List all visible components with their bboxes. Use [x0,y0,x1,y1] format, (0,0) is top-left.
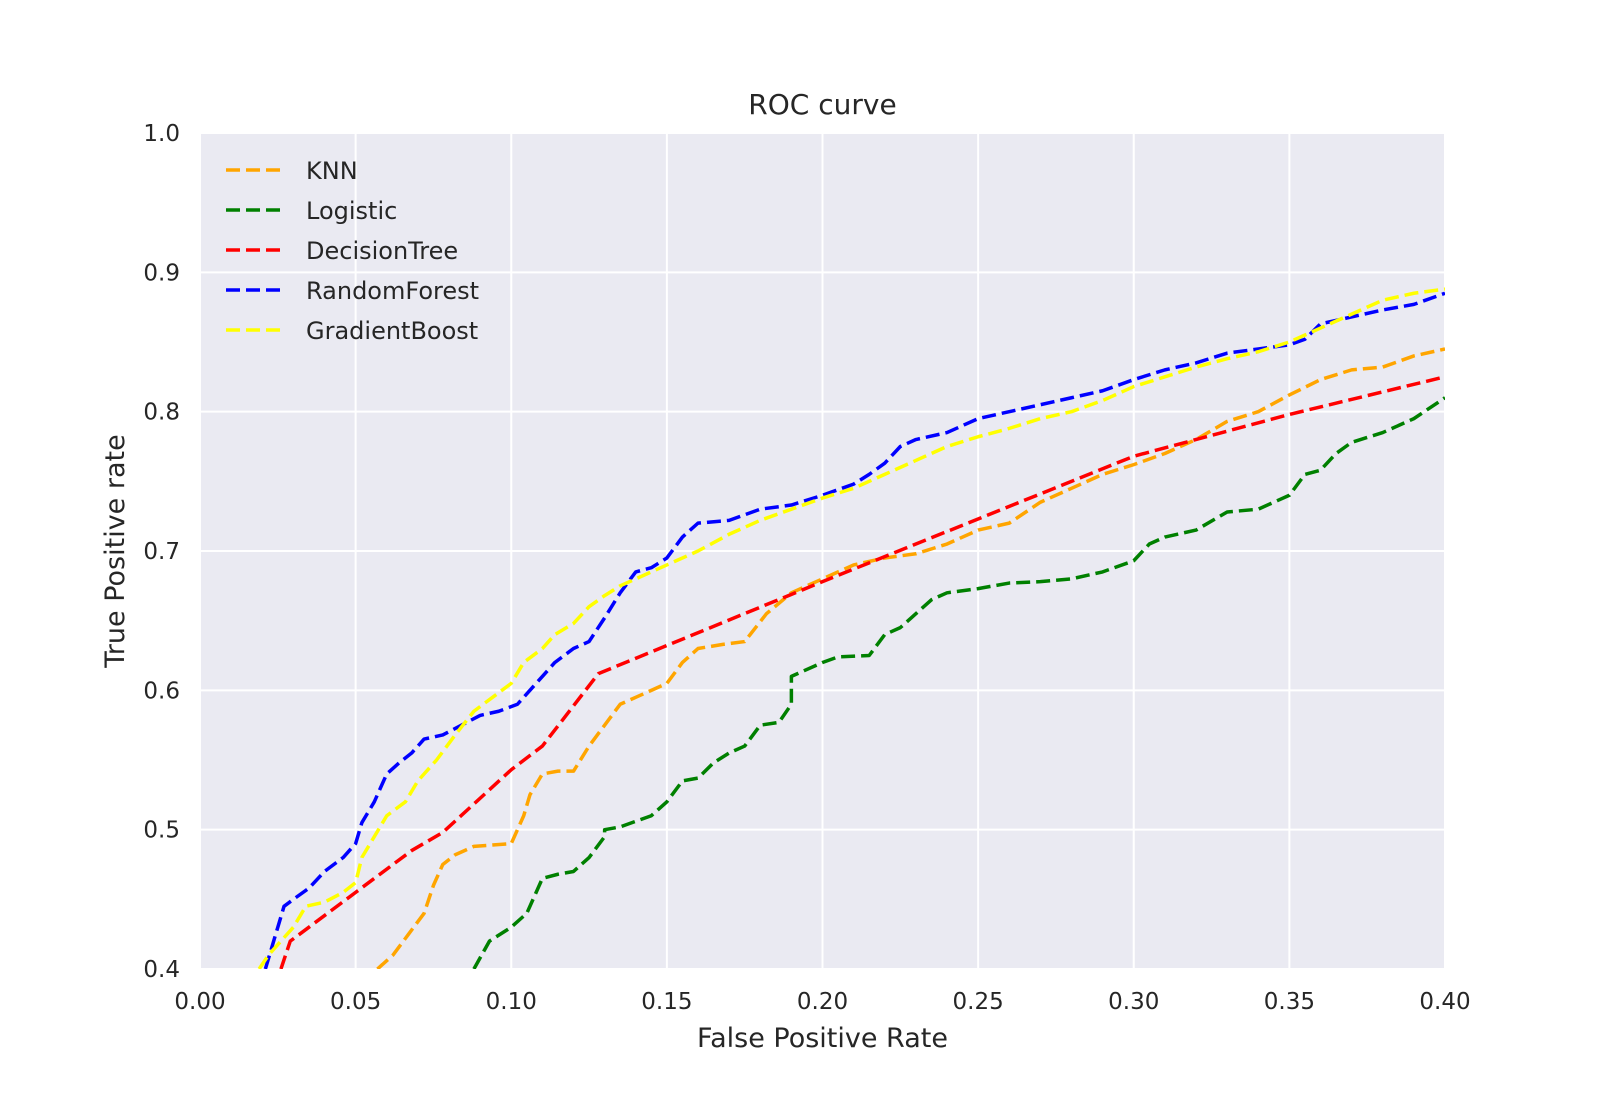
x-tick-label: 0.30 [1108,989,1159,1015]
chart-title: ROC curve [748,88,896,121]
series-group [257,287,1445,969]
x-tick-label: 0.20 [797,989,848,1015]
legend-label-decisiontree: DecisionTree [306,237,458,265]
legend-label-logistic: Logistic [306,197,397,225]
legend-label-gradientboost: GradientBoost [306,317,478,345]
series-line-knn [376,347,1445,969]
series-line-gradientboost [257,287,1445,969]
y-tick-label: 0.4 [143,957,180,983]
x-tick-label: 0.10 [486,989,537,1015]
x-axis-label: False Positive Rate [697,1023,948,1054]
legend-label-randomforest: RandomForest [306,277,479,305]
series-line-decisiontree [279,375,1445,969]
y-tick-label: 1.0 [143,121,180,147]
x-tick-label: 0.35 [1264,989,1315,1015]
y-tick-label: 0.7 [143,539,180,565]
x-tick-label: 0.00 [174,989,225,1015]
x-tick-label: 0.40 [1419,989,1470,1015]
y-axis-label: True Positive rate [100,434,131,668]
x-tick-label: 0.25 [953,989,1004,1015]
series-line-logistic [472,396,1445,969]
y-tick-label: 0.8 [143,400,180,426]
legend-label-knn: KNN [306,157,358,185]
x-tick-label: 0.05 [330,989,381,1015]
legend: KNN Logistic DecisionTree RandomForest Gradi… [226,157,479,345]
series-line-randomforest [263,291,1445,969]
y-tick-label: 0.5 [143,818,180,844]
x-tick-label: 0.15 [641,989,692,1015]
y-tick-label: 0.9 [143,260,180,286]
grid [199,132,1446,970]
y-tick-label: 0.6 [143,678,180,704]
tick-labels: 0.00 0.05 0.10 0.15 0.20 0.25 0.30 0.35 0.40 0.4 0… [143,121,1470,1015]
